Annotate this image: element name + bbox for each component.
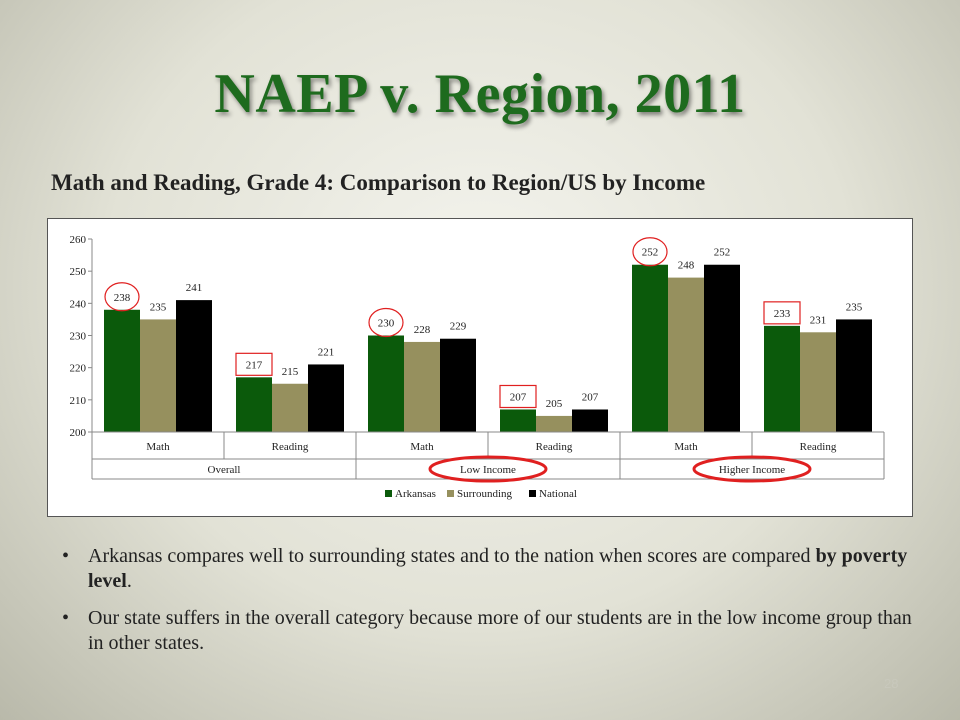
data-label: 205 bbox=[546, 398, 563, 410]
data-label: 217 bbox=[246, 359, 263, 371]
bar-arkansas bbox=[104, 309, 140, 432]
data-label: 215 bbox=[282, 366, 299, 378]
group-label: Low Income bbox=[460, 464, 516, 476]
data-label: 231 bbox=[810, 314, 827, 326]
highlight-circle bbox=[368, 307, 404, 338]
group-highlight-ellipse bbox=[692, 455, 812, 483]
y-tick-label: 250 bbox=[70, 266, 87, 278]
data-label: 241 bbox=[186, 282, 203, 294]
y-tick-label: 220 bbox=[70, 363, 87, 375]
bar-surrounding bbox=[800, 332, 836, 432]
group-highlight-ellipse bbox=[428, 455, 548, 483]
data-label: 238 bbox=[114, 292, 131, 304]
highlight-box bbox=[763, 301, 801, 325]
bar-national bbox=[572, 409, 608, 432]
bullet-list: • Arkansas compares well to surrounding s… bbox=[62, 544, 922, 668]
bar-national bbox=[308, 364, 344, 432]
group-label: Overall bbox=[208, 464, 241, 476]
bar-arkansas bbox=[236, 377, 272, 432]
legend-swatch bbox=[447, 490, 454, 497]
data-label: 228 bbox=[414, 324, 431, 336]
category-label: Reading bbox=[800, 441, 837, 453]
data-label: 252 bbox=[642, 247, 659, 259]
bar-national bbox=[440, 338, 476, 432]
bar-arkansas bbox=[632, 264, 668, 432]
bullet-text: by poverty level bbox=[88, 545, 908, 592]
highlight-box bbox=[235, 352, 273, 376]
legend-label: Arkansas bbox=[395, 488, 436, 500]
data-label: 235 bbox=[150, 301, 167, 313]
bullet-item: • Our state suffers in the overall catego… bbox=[62, 606, 922, 656]
bullet-dot-icon: • bbox=[62, 607, 70, 629]
legend-swatch bbox=[385, 490, 392, 497]
highlight-circle bbox=[632, 237, 668, 267]
y-tick-label: 210 bbox=[70, 395, 87, 407]
data-label: 235 bbox=[846, 301, 863, 313]
bar-surrounding bbox=[404, 341, 440, 432]
data-label: 252 bbox=[714, 247, 731, 259]
data-label: 233 bbox=[774, 308, 791, 320]
bullet-dot-icon: • bbox=[62, 545, 70, 567]
y-tick-label: 200 bbox=[70, 427, 87, 439]
bar-national bbox=[176, 300, 212, 432]
highlight-circle bbox=[104, 282, 140, 312]
category-label: Math bbox=[674, 441, 698, 453]
bar-arkansas bbox=[368, 335, 404, 432]
bar-arkansas bbox=[500, 409, 536, 432]
y-tick-label: 260 bbox=[70, 234, 87, 246]
chart-container: 200 210 220 230 240 250 260 238 217 230 207 252 233 2… bbox=[47, 218, 913, 517]
data-label: 221 bbox=[318, 346, 335, 358]
highlight-box bbox=[499, 384, 537, 409]
data-label: 248 bbox=[678, 260, 695, 272]
y-tick-label: 230 bbox=[70, 331, 87, 343]
bar-surrounding bbox=[272, 383, 308, 432]
bar-national bbox=[836, 319, 872, 432]
data-label: 230 bbox=[378, 318, 395, 330]
chart-subtitle: Math and Reading, Grade 4: Comparison to… bbox=[51, 170, 706, 195]
legend-label: National bbox=[539, 488, 577, 500]
bar-surrounding bbox=[668, 277, 704, 432]
page-number: 28 bbox=[884, 676, 899, 691]
bar-surrounding bbox=[536, 415, 572, 432]
bullet-text: Arkansas compares well to surrounding st… bbox=[88, 545, 816, 567]
bar-national bbox=[704, 264, 740, 432]
data-label: 229 bbox=[450, 321, 467, 333]
legend-label: Surrounding bbox=[457, 488, 513, 500]
category-label: Reading bbox=[272, 441, 309, 453]
data-label: 207 bbox=[582, 391, 599, 403]
category-label: Reading bbox=[536, 441, 573, 453]
data-label: 207 bbox=[510, 391, 527, 403]
bar-arkansas bbox=[764, 325, 800, 432]
category-label: Math bbox=[146, 441, 170, 453]
bullet-item: • Arkansas compares well to surrounding s… bbox=[62, 544, 922, 594]
category-label: Math bbox=[410, 441, 434, 453]
bullet-text: . bbox=[126, 570, 132, 592]
bar-chart: 200 210 220 230 240 250 260 238 217 230 207 252 233 2… bbox=[70, 234, 885, 500]
slide-title: NAEP v. Region, 2011 bbox=[214, 63, 746, 125]
group-label: Higher Income bbox=[719, 464, 785, 476]
bar-surrounding bbox=[140, 319, 176, 432]
bullet-text: Our state suffers in the overall categor… bbox=[88, 607, 912, 654]
y-tick-label: 240 bbox=[70, 298, 87, 310]
legend-swatch bbox=[529, 490, 536, 497]
